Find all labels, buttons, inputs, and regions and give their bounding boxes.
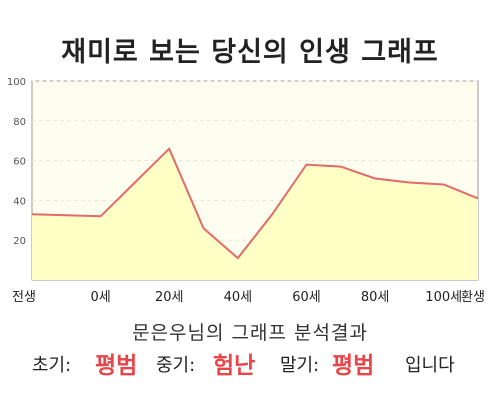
x-tick-label: 환생 xyxy=(461,290,485,305)
series-area xyxy=(32,148,478,280)
mid-value: 험난 xyxy=(213,353,256,379)
x-tick-label: 100세 xyxy=(425,290,462,305)
x-tick-label: 80세 xyxy=(361,290,390,305)
series-line xyxy=(31,146,479,260)
x-tick-label: 60세 xyxy=(292,290,321,305)
x-tick-label: 20세 xyxy=(155,290,184,305)
y-tick-label: 40 xyxy=(13,196,26,207)
x-tick-label: 40세 xyxy=(224,290,253,305)
analysis-subtitle: 문은우님의 그래프 분석결과 xyxy=(132,322,368,344)
early-label: 초기: xyxy=(32,355,72,376)
late-label: 말기: xyxy=(280,355,320,376)
x-tick-label: 전생 xyxy=(12,290,36,305)
y-tick-label: 80 xyxy=(13,117,26,128)
mid-label: 중기: xyxy=(156,355,196,376)
y-tick-label: 60 xyxy=(13,157,26,168)
y-axis-ticks: 100 80 60 40 20 xyxy=(7,77,26,247)
y-tick-label: 100 xyxy=(7,77,26,88)
page-title: 재미로 보는 당신의 인생 그래프 xyxy=(61,37,439,68)
late-value: 평범 xyxy=(332,353,375,379)
x-tick-label: 0세 xyxy=(90,290,110,305)
y-tick-label: 20 xyxy=(13,236,26,247)
ending-text: 입니다 xyxy=(405,355,455,376)
early-value: 평범 xyxy=(95,353,138,379)
